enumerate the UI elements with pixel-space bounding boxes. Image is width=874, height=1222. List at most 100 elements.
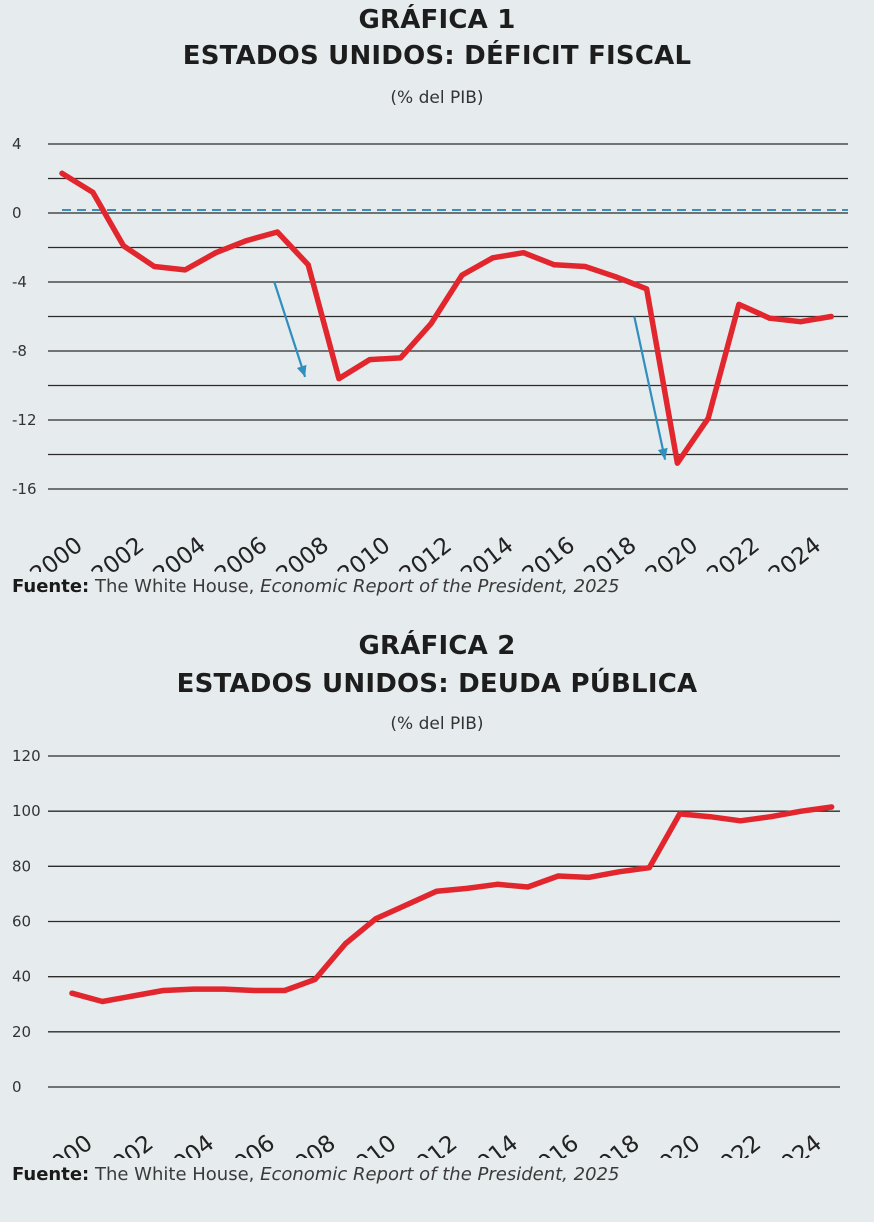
y-tick-label: 0 xyxy=(12,204,22,222)
data-point xyxy=(428,320,434,326)
data-point xyxy=(120,243,127,249)
x-tick-label: 2016 xyxy=(518,532,580,572)
x-tick-label: 2014 xyxy=(461,1130,523,1158)
source-text: The White House, xyxy=(94,576,255,597)
x-tick-label: 2014 xyxy=(456,532,518,572)
chart-source: Fuente: The White House, Economic Report… xyxy=(12,1164,619,1185)
y-tick-label: 40 xyxy=(12,968,31,986)
data-point xyxy=(768,814,774,820)
data-point xyxy=(494,881,500,887)
data-point xyxy=(160,987,166,994)
data-point xyxy=(373,916,379,922)
x-tick-label: 2008 xyxy=(272,532,334,572)
data-point xyxy=(798,808,804,814)
data-point xyxy=(705,415,711,421)
chart-title-line2: ESTADOS UNIDOS: DEUDA PÚBLICA xyxy=(176,669,698,699)
data-point xyxy=(797,319,804,325)
data-point xyxy=(616,869,622,875)
data-point xyxy=(736,301,742,308)
x-tick-label: 2006 xyxy=(218,1130,280,1158)
chart-deficit: GRÁFICA 1 ESTADOS UNIDOS: DÉFICIT FISCAL… xyxy=(0,0,874,610)
data-point xyxy=(69,990,75,996)
data-point xyxy=(274,229,280,235)
x-tick-label: 2000 xyxy=(36,1130,98,1158)
y-tick-label: 20 xyxy=(12,1023,31,1041)
data-point xyxy=(130,993,136,999)
data-point xyxy=(767,315,773,321)
deficit-plot: 4 0 -4 -8 -12 -16 2000 2002 2004 2006 2008 2010 2012… xyxy=(12,135,848,572)
data-point xyxy=(551,262,557,268)
data-point xyxy=(613,274,619,280)
annotation-arrow xyxy=(633,316,667,460)
x-tick-label: 2020 xyxy=(643,1130,705,1158)
chart-title-line1: GRÁFICA 1 xyxy=(358,5,516,35)
chart-subtitle: (% del PIB) xyxy=(390,714,484,734)
x-tick-label: 2012 xyxy=(395,532,457,572)
x-tick-label: 2018 xyxy=(579,532,641,572)
y-tick-label: 120 xyxy=(12,747,41,765)
data-point xyxy=(99,998,105,1005)
series-line xyxy=(59,170,834,466)
data-point xyxy=(464,885,470,891)
source-text: The White House, xyxy=(94,1164,255,1185)
source-publication: Economic Report of the President, 2025 xyxy=(260,576,620,597)
data-point xyxy=(282,987,288,994)
x-tick-label: 2002 xyxy=(96,1130,158,1158)
data-point xyxy=(190,986,197,992)
data-point xyxy=(397,355,404,361)
chart-source: Fuente: The White House, Economic Report… xyxy=(12,576,619,597)
chart-title-line1: GRÁFICA 2 xyxy=(358,631,516,661)
y-tick-label: 80 xyxy=(12,857,31,875)
data-point xyxy=(520,250,527,256)
data-point xyxy=(829,804,835,810)
data-point xyxy=(213,250,219,256)
y-tick-label: 0 xyxy=(12,1078,22,1096)
y-tick-label: 4 xyxy=(12,135,22,153)
x-tick-label: 2018 xyxy=(582,1130,644,1158)
data-point xyxy=(312,976,318,983)
data-point xyxy=(336,376,342,382)
x-tick-label: 2008 xyxy=(279,1130,341,1158)
data-point xyxy=(305,262,311,268)
data-point xyxy=(90,189,96,195)
data-point xyxy=(403,902,409,908)
x-tick-label: 2022 xyxy=(704,1130,766,1158)
data-point xyxy=(221,986,227,992)
x-tick-label: 2004 xyxy=(157,1130,219,1158)
x-tick-label: 2024 xyxy=(765,1130,827,1158)
annotation-arrow-head xyxy=(657,447,668,460)
data-point xyxy=(582,263,588,270)
annotation-arrow-head xyxy=(296,364,307,377)
y-tick-label: -8 xyxy=(12,342,27,360)
x-tick-label: 2016 xyxy=(522,1130,584,1158)
data-point xyxy=(434,888,440,894)
y-tick-label: -16 xyxy=(12,480,37,498)
x-tick-label: 2002 xyxy=(87,532,149,572)
data-point xyxy=(490,255,496,261)
y-tick-label: 100 xyxy=(12,802,41,820)
source-label: Fuente: xyxy=(12,576,90,597)
data-point xyxy=(674,460,680,466)
data-point xyxy=(182,267,188,273)
data-point xyxy=(737,818,744,824)
x-tick-label: 2010 xyxy=(339,1130,401,1158)
x-tick-label: 2022 xyxy=(702,532,764,572)
y-tick-label: -12 xyxy=(12,411,37,429)
x-tick-label: 2010 xyxy=(333,532,395,572)
series-line xyxy=(69,804,835,1005)
data-point xyxy=(342,940,349,947)
x-tick-label: 2000 xyxy=(26,532,88,572)
data-point xyxy=(644,286,650,292)
x-tick-label: 2004 xyxy=(149,532,211,572)
data-point xyxy=(555,873,561,879)
data-point xyxy=(151,263,157,270)
source-label: Fuente: xyxy=(12,1164,90,1185)
data-point xyxy=(585,874,592,880)
source-publication: Economic Report of the President, 2025 xyxy=(260,1164,620,1185)
data-point xyxy=(707,814,713,820)
y-tick-label: -4 xyxy=(12,273,27,291)
chart-title-line2: ESTADOS UNIDOS: DÉFICIT FISCAL xyxy=(182,41,692,71)
x-tick-label: 2006 xyxy=(210,532,272,572)
y-tick-label: 60 xyxy=(12,913,31,931)
